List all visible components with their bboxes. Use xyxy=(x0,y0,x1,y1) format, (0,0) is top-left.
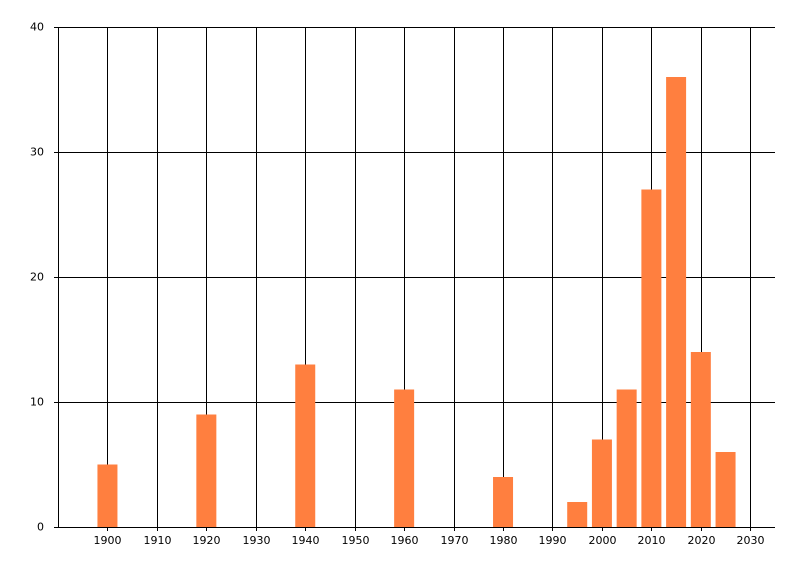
bar xyxy=(97,464,118,527)
x-tick-label: 1960 xyxy=(391,534,419,547)
bar xyxy=(567,502,588,527)
y-tick-label: 10 xyxy=(30,396,44,409)
x-tick-label: 1900 xyxy=(94,534,122,547)
bar xyxy=(641,189,662,527)
x-tick-label: 2020 xyxy=(688,534,716,547)
x-tick-label: 1920 xyxy=(193,534,221,547)
x-tick-label: 1970 xyxy=(441,534,469,547)
y-tick-label: 20 xyxy=(30,271,44,284)
x-tick-label: 1950 xyxy=(342,534,370,547)
x-tick-label: 1980 xyxy=(490,534,518,547)
bar xyxy=(493,477,514,527)
y-tick-label: 0 xyxy=(37,521,44,534)
x-tick-label: 1930 xyxy=(243,534,271,547)
bar xyxy=(666,77,687,527)
x-tick-label: 2010 xyxy=(638,534,666,547)
x-tick-label: 2030 xyxy=(737,534,765,547)
bar xyxy=(295,364,316,527)
x-tick-label: 1910 xyxy=(144,534,172,547)
x-tick-label: 2000 xyxy=(589,534,617,547)
y-tick-label: 30 xyxy=(30,146,44,159)
y-tick-label: 40 xyxy=(30,21,44,34)
x-tick-label: 1940 xyxy=(292,534,320,547)
x-tick-label: 1990 xyxy=(539,534,567,547)
bar xyxy=(394,389,415,527)
bar xyxy=(616,389,637,527)
bar xyxy=(196,414,217,527)
bar xyxy=(690,352,711,527)
bar xyxy=(715,452,736,527)
bar xyxy=(591,439,612,527)
